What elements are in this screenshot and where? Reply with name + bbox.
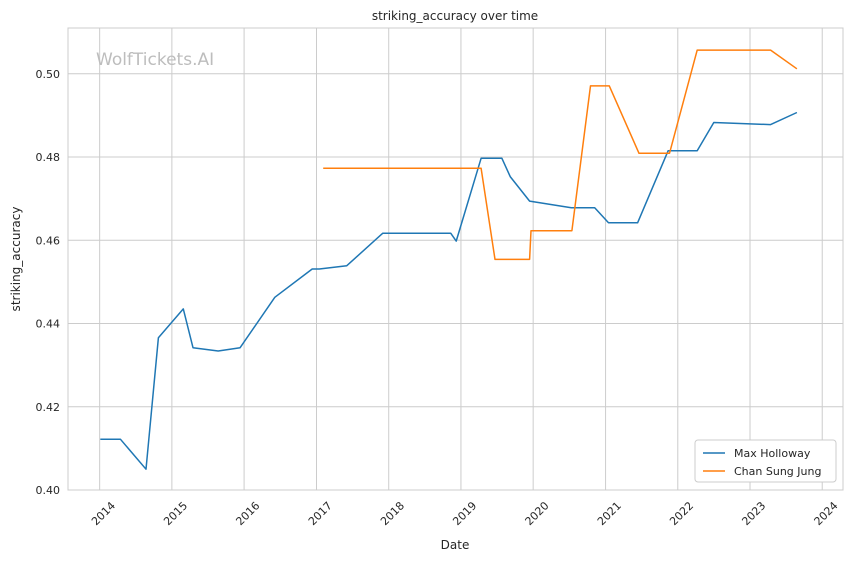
y-tick-label: 0.46 bbox=[36, 234, 61, 247]
y-tick-labels: 0.40 0.42 0.44 0.46 0.48 0.50 bbox=[36, 68, 61, 497]
y-tick-label: 0.40 bbox=[36, 484, 61, 497]
series-line-chan-sung-jung bbox=[323, 49, 798, 261]
y-tick-label: 0.42 bbox=[36, 401, 61, 414]
y-axis-label: striking_accuracy bbox=[9, 207, 23, 312]
legend-label-chan-sung-jung: Chan Sung Jung bbox=[734, 465, 821, 478]
legend-label-max-holloway: Max Holloway bbox=[734, 447, 811, 460]
x-axis-label: Date bbox=[441, 538, 470, 552]
legend: Max Holloway Chan Sung Jung bbox=[694, 439, 837, 483]
plot-frame bbox=[67, 27, 844, 491]
watermark: WolfTickets.AI bbox=[96, 50, 214, 70]
y-tick-label: 0.44 bbox=[36, 318, 61, 331]
chart-title: striking_accuracy over time bbox=[372, 9, 538, 23]
y-tick-label: 0.48 bbox=[36, 151, 61, 164]
y-tick-label: 0.50 bbox=[36, 68, 61, 81]
series-line-max-holloway bbox=[100, 111, 798, 470]
series-lines bbox=[100, 49, 798, 470]
legend-box bbox=[694, 439, 837, 483]
